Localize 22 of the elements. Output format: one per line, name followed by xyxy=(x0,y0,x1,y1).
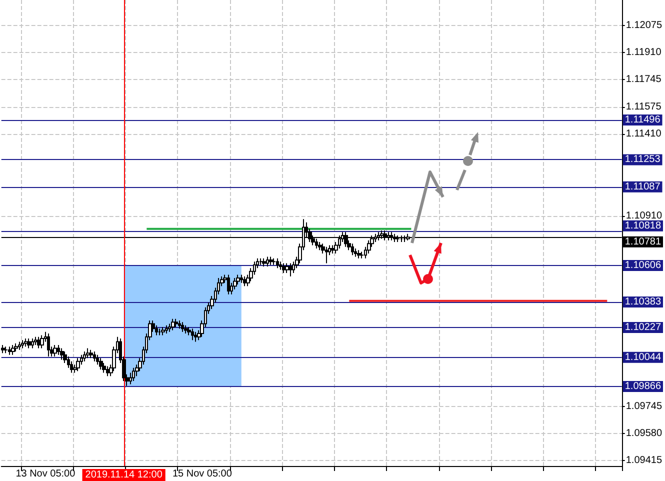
x-tick-label: 15 Nov 05:00 xyxy=(172,468,232,480)
ref-line-label: 1.11496 xyxy=(624,114,661,126)
ref-line-label: 1.10044 xyxy=(624,352,662,363)
y-tick-label: 1.10910 xyxy=(626,210,662,222)
y-tick-label: 1.09580 xyxy=(626,428,662,439)
ref-line-label: 1.10383 xyxy=(624,296,662,308)
y-tick-label: 1.11745 xyxy=(626,74,662,85)
y-tick-label: 1.11910 xyxy=(626,46,662,58)
y-tick-label: 1.09745 xyxy=(626,400,662,412)
ref-line-label: 1.11087 xyxy=(624,181,661,192)
ref-line-label: 1.10818 xyxy=(624,220,662,232)
x-tick-label: 2019.11.14 12:00 xyxy=(85,470,163,480)
ref-line-label: 1.10781 xyxy=(624,236,662,248)
ref-line-label: 1.10227 xyxy=(624,322,662,334)
y-tick-label: 1.12075 xyxy=(626,20,662,31)
x-tick-label: 13 Nov 05:00 xyxy=(16,468,76,480)
ref-line-label: 1.10606 xyxy=(624,260,662,272)
ref-line-label: 1.11253 xyxy=(624,154,661,166)
y-tick-label: 1.09415 xyxy=(626,454,662,466)
y-tick-label: 1.11575 xyxy=(626,102,662,113)
ref-line-label: 1.09866 xyxy=(624,381,662,392)
y-tick-label: 1.11410 xyxy=(626,128,662,140)
